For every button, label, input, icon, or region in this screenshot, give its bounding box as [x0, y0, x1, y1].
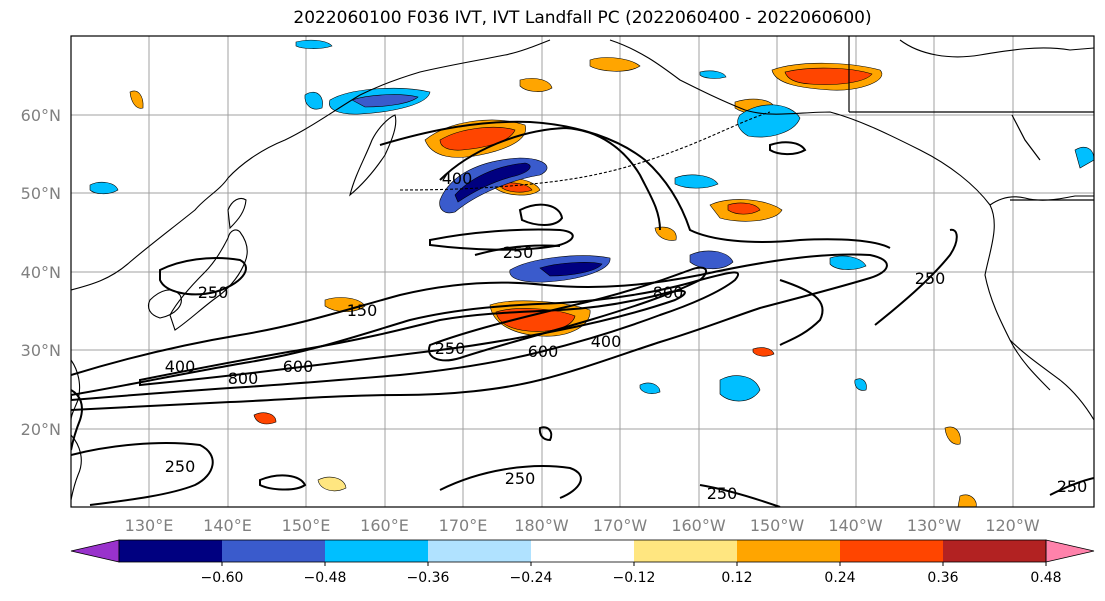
negative-anomaly-patches [89, 39, 1094, 402]
map-frame [70, 35, 1095, 508]
lat-tick-label: 30°N [21, 341, 61, 360]
colorbar-outline [118, 539, 1047, 563]
colorbar-segment [840, 540, 944, 562]
contour-label: 800 [653, 283, 684, 302]
contour-label: 250 [198, 283, 229, 302]
colorbar-segment [737, 540, 841, 562]
colorbar-tick-label: −0.24 [510, 570, 553, 586]
colorbar-segment [634, 540, 738, 562]
lat-tick-label: 20°N [21, 420, 61, 439]
lat-tick-label: 60°N [21, 106, 61, 125]
lat-tick-label: 40°N [21, 263, 61, 282]
coastlines [71, 39, 1094, 501]
contour-label: 400 [591, 332, 622, 351]
lon-tick-label: 140°W [828, 516, 883, 535]
colorbar-extend-low [70, 539, 120, 563]
contour-label: 250 [435, 339, 466, 358]
lon-tick-label: 180°W [514, 516, 569, 535]
lon-tick-label: 160°E [360, 516, 409, 535]
colorbar-tick-label: 0.24 [824, 570, 855, 586]
contour-label: 150 [347, 301, 378, 320]
lon-tick-label: 150°E [282, 516, 331, 535]
contour-labels: 400 250 250 150 400 800 600 250 600 400 800 250 250 2… [165, 169, 1088, 503]
colorbar-segment [943, 540, 1047, 562]
lat-tick-labels: 60°N 50°N 40°N 30°N 20°N [21, 106, 61, 439]
colorbar-tick-label: −0.60 [201, 570, 244, 586]
colorbar-tick-label: −0.36 [407, 570, 450, 586]
colorbar-tick-labels: −0.60 −0.48 −0.36 −0.24 −0.12 0.12 0.24 0.36 0.4… [201, 562, 1062, 586]
lon-tick-label: 170°E [439, 516, 488, 535]
lon-tick-label: 120°W [985, 516, 1040, 535]
lon-tick-label: 160°W [671, 516, 726, 535]
colorbar-tick-label: 0.36 [927, 570, 958, 586]
contour-label: 250 [165, 457, 196, 476]
graticule [71, 36, 1094, 507]
political-borders [848, 36, 1094, 201]
ivt-contours [71, 120, 1094, 507]
colorbar-tick-label: 0.48 [1030, 570, 1061, 586]
contour-label: 600 [283, 357, 314, 376]
colorbar-segment [119, 540, 223, 562]
lon-tick-label: 130°W [907, 516, 962, 535]
contour-label: 250 [505, 469, 536, 488]
contour-label: 400 [165, 357, 196, 376]
contour-label: 600 [528, 342, 559, 361]
contour-label: 250 [707, 484, 738, 503]
contour-label: 250 [1057, 477, 1088, 496]
colorbar-segment [428, 540, 532, 562]
lon-tick-label: 140°E [203, 516, 252, 535]
contour-label: 250 [503, 243, 534, 262]
colorbar [70, 539, 1095, 563]
colorbar-extend-high [1045, 539, 1095, 563]
contour-label: 800 [228, 369, 259, 388]
lat-tick-label: 50°N [21, 184, 61, 203]
lon-tick-label: 130°E [125, 516, 174, 535]
contour-label: 400 [442, 169, 473, 188]
colorbar-segment [325, 540, 429, 562]
colorbar-segment [222, 540, 326, 562]
map-title: 2022060100 F036 IVT, IVT Landfall PC (20… [293, 8, 872, 28]
colorbar-segment [531, 540, 635, 562]
colorbar-tick-label: 0.12 [721, 570, 752, 586]
lon-tick-labels: 130°E 140°E 150°E 160°E 170°E 180°W 170°W 160°W… [125, 516, 1040, 535]
colorbar-tick-label: −0.12 [613, 570, 656, 586]
lon-tick-label: 150°W [750, 516, 805, 535]
lon-tick-label: 170°W [593, 516, 648, 535]
contour-label: 250 [915, 269, 946, 288]
colorbar-tick-label: −0.48 [304, 570, 347, 586]
